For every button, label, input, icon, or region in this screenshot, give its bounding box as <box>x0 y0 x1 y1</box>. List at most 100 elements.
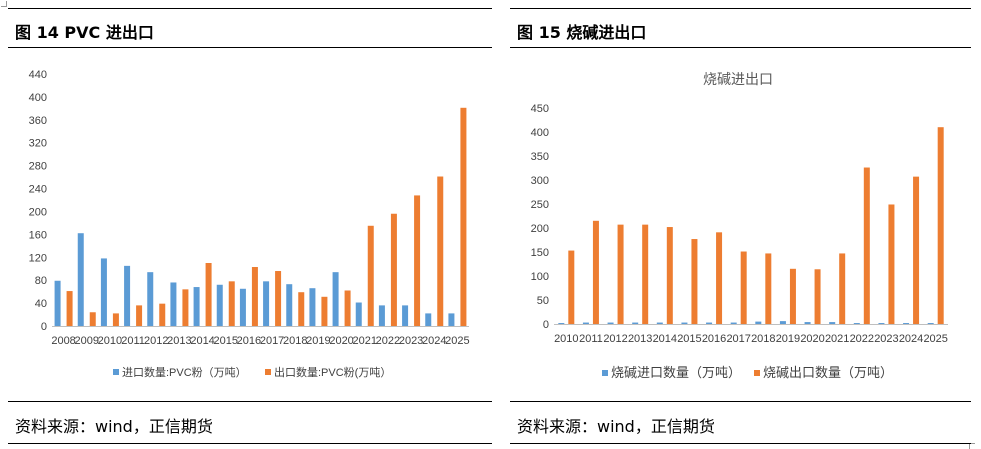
import-bar <box>378 305 385 326</box>
x-tick-label: 2018 <box>283 335 307 347</box>
top-rule <box>510 8 971 9</box>
import-bar <box>402 305 409 326</box>
export-bar <box>789 268 796 324</box>
import-bar <box>193 287 200 326</box>
y-tick-label: 80 <box>35 275 47 287</box>
y-tick-label: 150 <box>531 247 549 259</box>
export-bar <box>814 269 821 324</box>
import-bar <box>804 322 811 324</box>
x-tick-label: 2017 <box>726 333 750 345</box>
x-tick-label: 2011 <box>121 335 145 347</box>
x-tick-label: 2019 <box>306 335 330 347</box>
legend-import-swatch <box>113 369 119 375</box>
title-rule <box>510 47 971 48</box>
export-bar <box>182 289 189 326</box>
export-bar <box>568 250 575 324</box>
export-bar <box>66 291 73 326</box>
y-tick-label: 50 <box>537 295 549 307</box>
x-tick-label: 2013 <box>628 333 652 345</box>
export-bar <box>592 220 599 324</box>
export-bar <box>460 107 467 326</box>
export-bar <box>112 313 119 326</box>
corner-mark <box>1 1 7 7</box>
bottom-rule <box>8 443 492 444</box>
import-bar <box>425 313 432 326</box>
x-tick-label: 2019 <box>776 333 800 345</box>
import-bar <box>355 302 362 326</box>
legend-label: 进口数量:PVC粉（万吨） <box>122 366 247 379</box>
import-bar <box>656 322 663 324</box>
import-bar <box>927 323 934 324</box>
y-tick-label: 350 <box>531 151 549 163</box>
y-tick-label: 0 <box>41 321 47 333</box>
y-tick-label: 360 <box>29 115 47 127</box>
import-bar <box>681 322 688 324</box>
chart-title: 烧碱进出口 <box>703 71 773 87</box>
y-tick-label: 240 <box>29 184 47 196</box>
figure-title: 图 14 PVC 进出口 <box>15 23 154 42</box>
import-bar <box>448 313 455 326</box>
export-bar <box>228 281 235 326</box>
figure-title: 图 15 烧碱进出口 <box>517 23 647 42</box>
y-tick-label: 40 <box>35 298 47 310</box>
x-tick-label: 2023 <box>874 333 898 345</box>
x-tick-label: 2013 <box>167 335 191 347</box>
import-bar <box>147 272 154 326</box>
x-tick-label: 2021 <box>825 333 849 345</box>
export-bar <box>765 253 772 324</box>
export-bar <box>888 204 895 324</box>
import-bar <box>607 322 614 324</box>
legend-import-swatch <box>602 370 608 376</box>
export-bar <box>251 267 258 326</box>
right-figure-panel: 图 15 烧碱进出口 烧碱进出口 0 50 100 150 200 250 300 350 400… <box>510 0 971 449</box>
y-tick-label: 450 <box>531 103 549 115</box>
source-note: 资料来源：wind，正信期货 <box>15 417 213 436</box>
y-tick-label: 100 <box>531 271 549 283</box>
import-bar <box>755 321 762 324</box>
import-bar <box>779 321 786 324</box>
x-tick-label: 2024 <box>899 333 923 345</box>
y-tick-label: 0 <box>543 319 549 331</box>
import-bar <box>124 265 131 326</box>
export-bar <box>367 225 374 326</box>
export-bar <box>839 253 846 324</box>
import-bar <box>286 284 293 326</box>
source-note: 资料来源：wind，正信期货 <box>517 417 715 436</box>
export-bar <box>344 290 351 326</box>
export-bar <box>691 239 698 324</box>
x-tick-label: 2010 <box>98 335 122 347</box>
x-tick-label: 2014 <box>190 335 214 347</box>
import-bar <box>54 280 61 326</box>
export-bar <box>716 232 723 324</box>
bottom-rule <box>510 443 971 444</box>
export-bar <box>275 271 282 326</box>
export-bar <box>913 176 920 324</box>
y-tick-label: 200 <box>29 206 47 218</box>
export-bar <box>666 227 673 324</box>
x-tick-label: 2022 <box>376 335 400 347</box>
source-top-rule <box>510 401 971 402</box>
import-bar <box>263 281 270 326</box>
import-bar <box>706 322 713 324</box>
x-tick-label: 2012 <box>603 333 627 345</box>
top-rule <box>8 8 492 9</box>
export-bar <box>414 195 421 326</box>
x-tick-label: 2009 <box>75 335 99 347</box>
export-bar <box>437 176 444 326</box>
x-tick-label: 2023 <box>399 335 423 347</box>
export-bar <box>298 292 305 326</box>
y-tick-label: 200 <box>531 223 549 235</box>
x-tick-label: 2016 <box>702 333 726 345</box>
export-bar <box>740 251 747 324</box>
legend-export-swatch <box>265 369 271 375</box>
export-bar <box>617 224 624 324</box>
import-bar <box>239 288 246 326</box>
export-bar <box>390 213 397 326</box>
export-bar <box>863 167 870 324</box>
import-bar <box>903 323 910 324</box>
import-bar <box>632 322 639 324</box>
pvc-chart: 0 40 80 120 160 200 240 280 320 360 400 440 20082009… <box>29 69 470 379</box>
import-bar <box>853 323 860 324</box>
y-tick-label: 400 <box>29 92 47 104</box>
x-tick-label: 2010 <box>554 333 578 345</box>
